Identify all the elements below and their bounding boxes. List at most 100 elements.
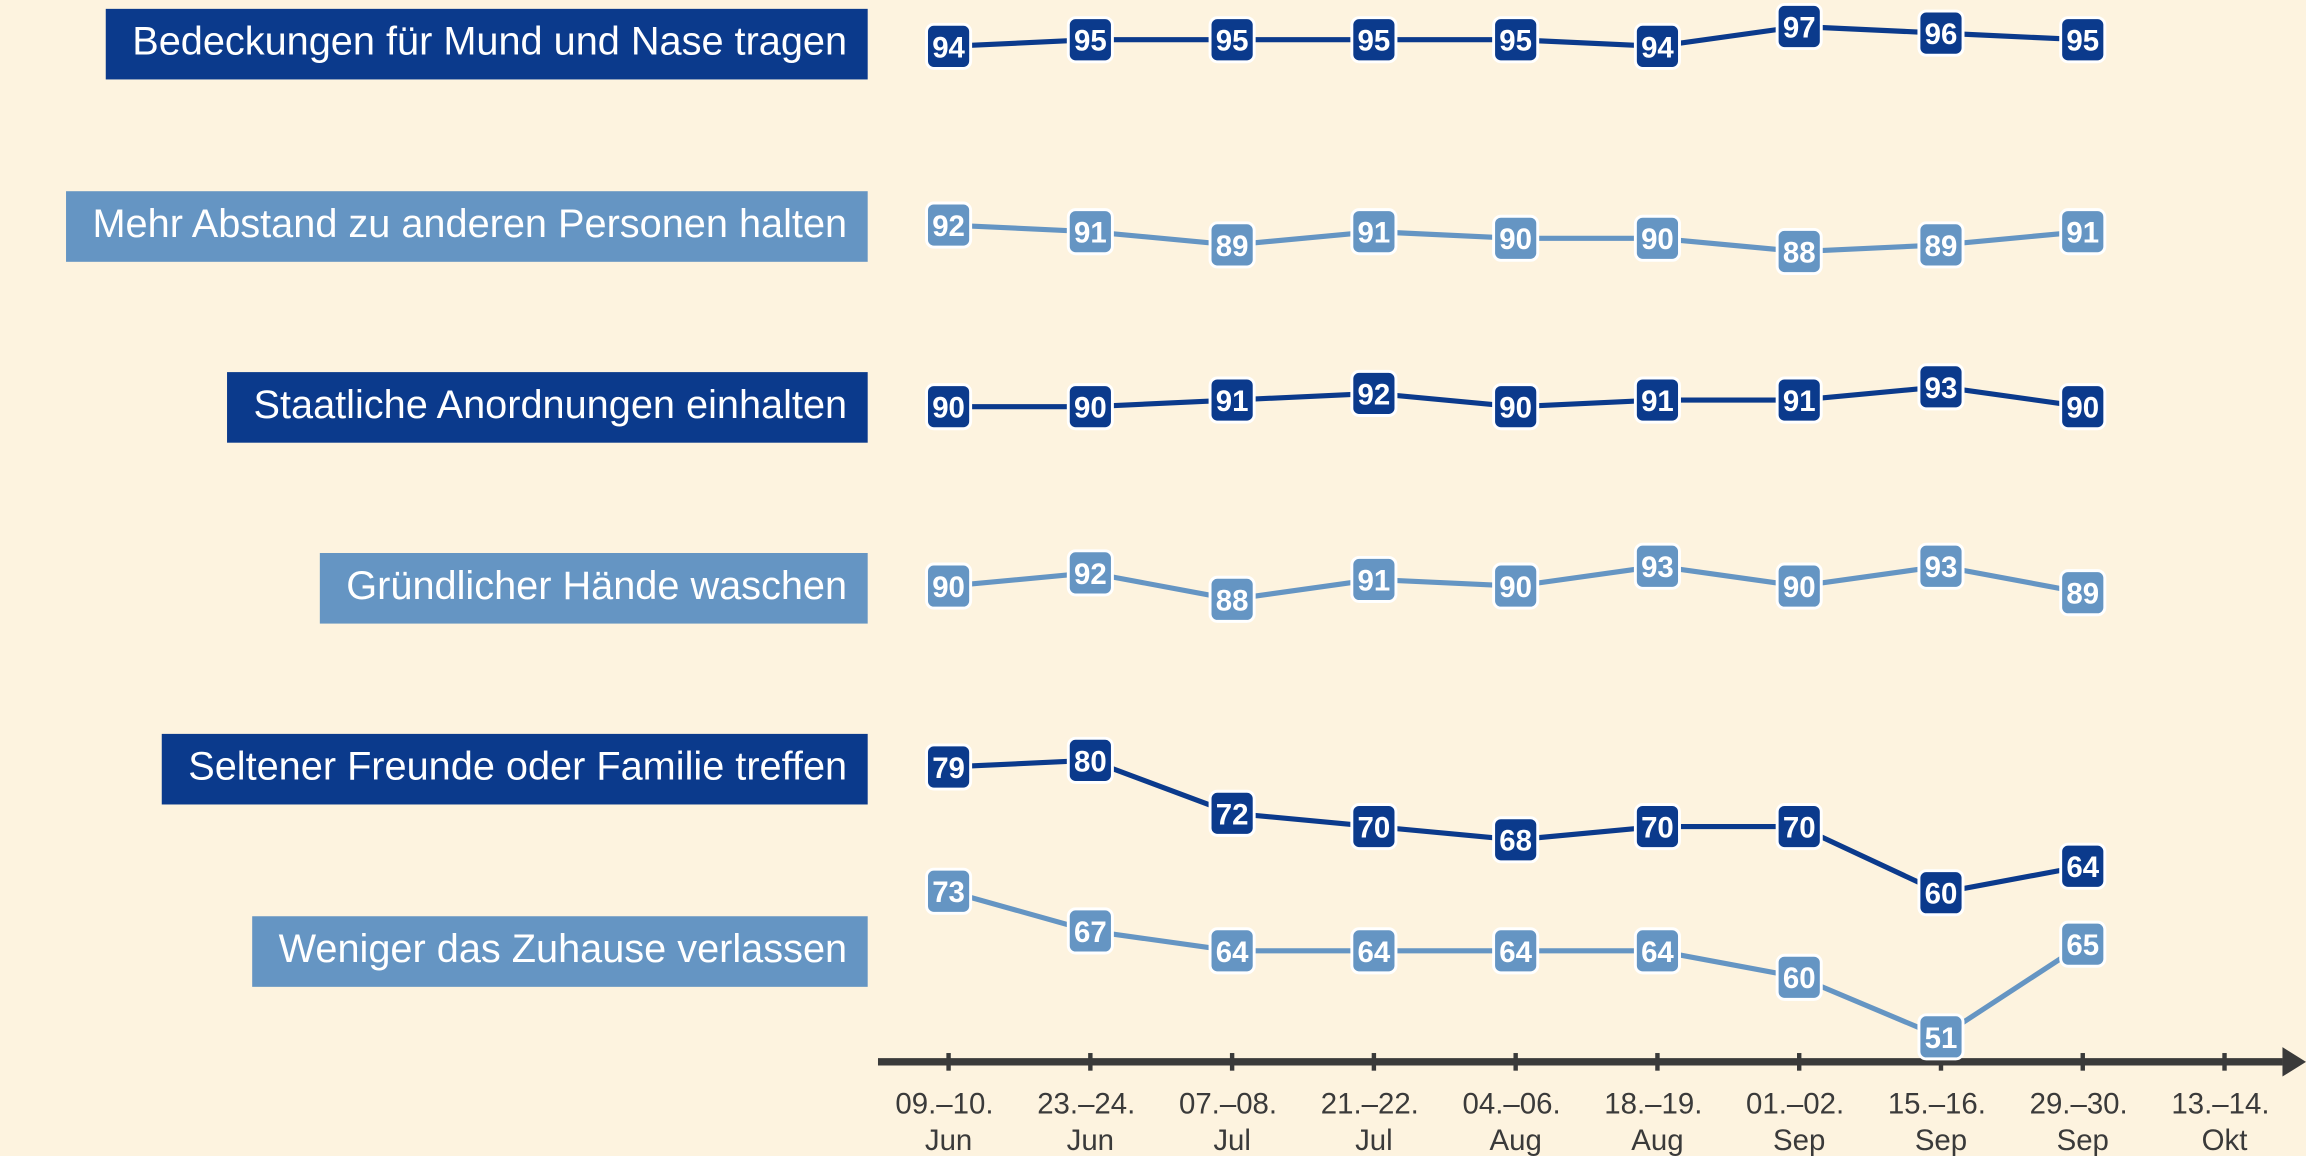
x-tick-label-line: 13.–14. [2171,1087,2277,1120]
x-tick-label-line: 07.–08. [1179,1087,1285,1120]
point-marker [2059,920,2107,968]
point-marker [1492,927,1540,975]
data-label: 91 [1074,217,1107,250]
point-marker [1917,9,1965,57]
series-label: Seltener Freunde oder Familie treffen [161,733,868,805]
point-marker [1775,227,1823,276]
data-label: 60 [1783,962,1816,995]
point-marker [1633,803,1681,851]
point-marker [1775,562,1823,610]
x-tick-label-line: 09.–10. [895,1087,1001,1120]
data-label: 90 [1783,571,1816,604]
series-label: Mehr Abstand zu anderen Personen halten [66,191,868,262]
x-tick-label-line: Jun [1067,1124,1114,1156]
data-label: 95 [1499,25,1532,58]
x-tick-label: 13.–14. Okt [2171,1087,2277,1156]
data-label: 97 [1783,11,1816,44]
point-marker [1208,16,1256,64]
x-tick-label-line: 29.–30. [2030,1087,2136,1120]
data-label: 70 [1641,812,1674,845]
point-marker [1917,221,1965,269]
data-label: 94 [1641,31,1674,64]
point-marker [1350,208,1398,256]
data-label: 91 [1216,385,1249,418]
point-marker [925,562,973,610]
x-tick-label-line: Sep [2057,1124,2109,1156]
point-marker [1066,208,1114,256]
data-label: 90 [1499,571,1532,604]
data-label: 89 [1216,230,1249,263]
data-label: 64 [2066,851,2099,884]
data-label: 88 [1783,236,1816,269]
point-marker [2059,842,2107,890]
point-marker [2059,383,2107,431]
point-marker [1350,369,1398,417]
x-tick-label: 29.–30. Sep [2030,1087,2136,1156]
x-tick-label-line: Jun [925,1124,972,1156]
point-marker [1350,16,1398,64]
legend-label: Staatliche Anordnungen einhalten [254,383,848,427]
point-marker [925,383,973,431]
data-label: 91 [1358,564,1391,597]
point-marker [1775,376,1823,424]
point-marker [1492,16,1540,64]
point-marker [2059,208,2107,256]
point-marker [1492,214,1540,262]
x-tick-label-line: Okt [2202,1124,2248,1156]
data-label: 79 [932,752,965,785]
point-marker [1066,383,1114,431]
data-label: 93 [1925,551,1958,584]
legend-box [105,8,868,80]
point-marker [1066,16,1114,64]
legend-label: Seltener Freunde oder Familie treffen [188,745,847,789]
point-marker [1066,907,1114,955]
data-label: 92 [1074,558,1107,591]
data-label: 96 [1925,18,1958,51]
point-marker [1917,542,1965,590]
x-tick-label-line: Jul [1355,1124,1393,1156]
legend-box [66,191,868,262]
x-tick-label: 18.–19. Aug [1604,1087,1710,1156]
point-marker [1633,542,1681,590]
point-marker [1775,953,1823,1001]
x-tick-label-line: Aug [1631,1124,1683,1156]
x-tick-label-line: 23.–24. [1037,1087,1143,1120]
point-marker [1917,1013,1965,1061]
data-label: 90 [932,571,965,604]
series-label: Staatliche Anordnungen einhalten [227,372,868,443]
data-label: 80 [1074,745,1107,778]
x-tick-label-line: Jul [1213,1124,1251,1156]
legend-box [227,372,868,443]
point-marker [1208,789,1256,837]
point-marker [1208,575,1256,623]
point-marker [925,201,973,249]
point-marker [1492,562,1540,610]
point-marker [925,867,973,915]
data-label: 95 [1074,25,1107,58]
x-tick-label: 15.–16. Sep [1888,1087,1994,1156]
point-marker [1917,363,1965,411]
point-marker [1633,214,1681,262]
data-label: 95 [1358,25,1391,58]
data-label: 60 [1925,878,1958,911]
point-marker [1208,221,1256,269]
point-marker [1775,2,1823,51]
x-tick-label: 07.–08. Jul [1179,1087,1285,1156]
data-label: 90 [1499,223,1532,256]
data-label: 90 [932,392,965,425]
point-marker [1633,22,1681,70]
series-label: Bedeckungen für Mund und Nase tragen [105,8,868,80]
point-marker [1775,803,1823,851]
data-label: 51 [1925,1022,1958,1055]
data-label: 90 [2066,392,2099,425]
point-marker [1208,376,1256,424]
series-label: Gründlicher Hände waschen [319,552,868,624]
data-label: 89 [2066,578,2099,611]
point-marker [1066,736,1114,784]
legend-box [319,552,868,624]
x-tick-label-line: 21.–22. [1321,1087,1427,1120]
series-label: Weniger das Zuhause verlassen [252,916,868,987]
x-axis-arrow [2282,1047,2306,1077]
legend-box [161,733,868,805]
x-tick-label: 04.–06. Aug [1463,1087,1569,1156]
